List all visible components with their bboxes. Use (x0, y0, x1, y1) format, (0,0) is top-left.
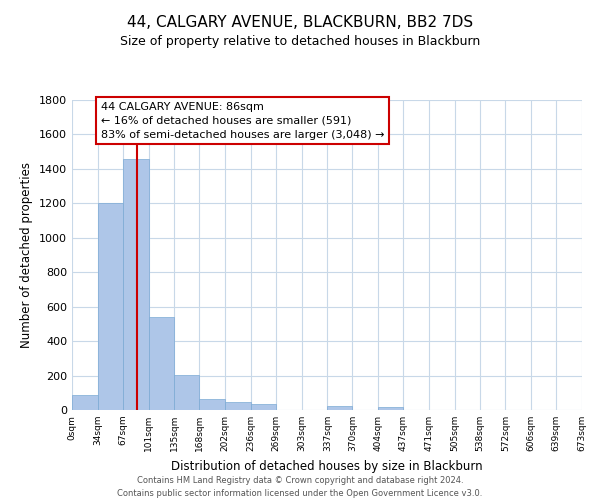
Text: 44 CALGARY AVENUE: 86sqm
← 16% of detached houses are smaller (591)
83% of semi-: 44 CALGARY AVENUE: 86sqm ← 16% of detach… (101, 102, 384, 140)
Bar (98, 204, 123, 410)
Bar (251, 404, 276, 410)
Y-axis label: Number of detached properties: Number of detached properties (20, 162, 34, 348)
Bar (199, 399, 225, 410)
Text: Contains HM Land Registry data © Crown copyright and database right 2024.
Contai: Contains HM Land Registry data © Crown c… (118, 476, 482, 498)
X-axis label: Distribution of detached houses by size in Blackburn: Distribution of detached houses by size … (171, 460, 483, 472)
Text: Size of property relative to detached houses in Blackburn: Size of property relative to detached ho… (120, 35, 480, 48)
Bar (378, 408, 403, 410)
Bar (175, 374, 199, 410)
Bar (225, 402, 251, 410)
Text: 44, CALGARY AVENUE, BLACKBURN, BB2 7DS: 44, CALGARY AVENUE, BLACKBURN, BB2 7DS (127, 15, 473, 30)
Bar (149, 317, 175, 410)
Bar (123, 158, 149, 410)
Bar (72, 394, 98, 410)
Bar (328, 406, 352, 410)
